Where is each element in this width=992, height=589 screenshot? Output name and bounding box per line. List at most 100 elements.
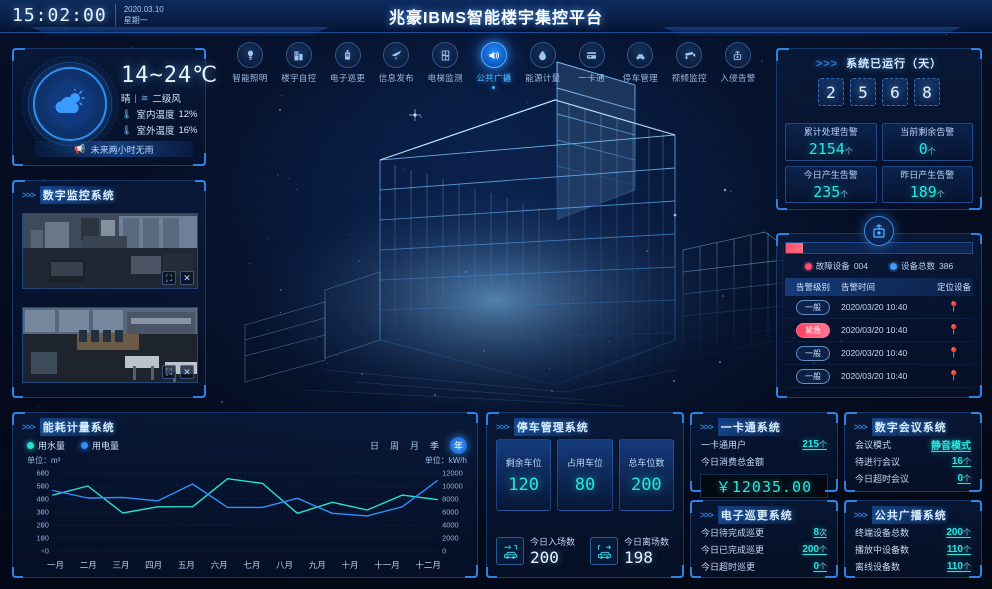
car-icon[interactable]: [627, 42, 653, 68]
system-runtime-title-text: 系统已运行（天）: [846, 58, 942, 70]
alarm-time-cell: 2020/03/20 10:40: [841, 325, 935, 335]
card-user-unit: 个: [819, 440, 827, 449]
list-item-value[interactable]: 8次: [813, 527, 827, 538]
weather-forecast-bar: 📢 未来两小时无雨: [35, 141, 193, 157]
alarm-stat-1: 当前剩余告警 0个: [882, 123, 974, 161]
camera-controls-1[interactable]: ⛶ ✕: [162, 271, 194, 285]
header-wing-right: [662, 27, 962, 37]
patrol-icon[interactable]: [335, 42, 361, 68]
nav-item-0[interactable]: 智能照明: [228, 42, 272, 96]
nav-item-label: 视频监控: [667, 72, 711, 84]
thermometer-icon: 🌡: [121, 125, 132, 136]
elevator-icon[interactable]: [432, 42, 458, 68]
alarm-stat-label: 今日产生告警: [804, 168, 858, 181]
x-tick-2: 三月: [112, 559, 129, 571]
energy-chart-panel: >>> 能耗计量系统 用水量用电量 日周月季年 单位：m³ 单位：kW/h 60…: [12, 412, 478, 578]
building-icon[interactable]: [286, 42, 312, 68]
list-item-value[interactable]: 110个: [947, 544, 971, 555]
nav-item-1[interactable]: 楼宇自控: [277, 42, 321, 96]
lighting-icon[interactable]: [237, 42, 263, 68]
card-icon[interactable]: [579, 42, 605, 68]
list-item-value[interactable]: 0个: [813, 561, 827, 572]
fault-device-value: 004: [854, 261, 868, 271]
runtime-digits: 2568: [777, 78, 981, 106]
meeting-system-title: >>> 数字会议系统: [845, 413, 981, 436]
camera-icon[interactable]: [676, 42, 702, 68]
broadcast-system-panel: >>> 公共广播系统 终端设备总数 200个 播放中设备数 110个 离线设备数 110个: [844, 500, 982, 578]
time-filter-日[interactable]: 日: [370, 439, 379, 452]
status-badge: 紧急: [796, 323, 830, 338]
energy-panel-title-text: 能耗计量系统: [40, 418, 122, 436]
close-icon[interactable]: ✕: [180, 365, 194, 379]
main-nav[interactable]: 智能照明 楼宇自控 电子巡更 信息发布 电梯监测 公共广播 能源计量 一卡通 停车管理 视频监控 入…: [228, 42, 760, 96]
alarm-stat-value: 235个: [813, 183, 848, 201]
x-tick-0: 一月: [47, 559, 64, 571]
x-tick-3: 四月: [145, 559, 162, 571]
locate-pin-icon[interactable]: 📍: [935, 325, 973, 336]
table-row[interactable]: 一般 2020/03/20 10:40 📍: [785, 342, 973, 365]
chart-time-filter[interactable]: 日周月季 年: [370, 437, 467, 454]
indoor-temp-label: 室内温度: [136, 107, 174, 121]
table-row[interactable]: 紧急 2020/03/20 10:40 📍: [785, 319, 973, 342]
camera-controls-2[interactable]: ⛶ ✕: [162, 365, 194, 379]
column-time: 告警时间: [841, 281, 935, 293]
alarm-hub-icon: [864, 216, 894, 246]
alarm-icon[interactable]: [725, 42, 751, 68]
alarm-stat-3: 昨日产生告警 189个: [882, 166, 974, 204]
nav-item-8[interactable]: 停车管理: [618, 42, 662, 96]
camera-feed-1[interactable]: 2020/04/14 16:09:44 监控点 1 ⛶ ✕: [22, 213, 198, 289]
speaker-icon[interactable]: [481, 42, 507, 68]
close-icon[interactable]: ✕: [180, 271, 194, 285]
nav-item-label: 停车管理: [618, 72, 662, 84]
nav-item-10[interactable]: 入侵告警: [716, 42, 760, 96]
energy-drop-icon[interactable]: [530, 42, 556, 68]
time-filter-季[interactable]: 季: [430, 439, 439, 452]
list-item-value[interactable]: 静音模式: [931, 437, 971, 452]
alarm-stat-label: 当前剩余告警: [900, 125, 954, 138]
list-item-label: 今日超时巡更: [701, 560, 755, 573]
table-row[interactable]: 一般 2020/03/20 10:40 📍: [785, 365, 973, 388]
list-item-value[interactable]: 110个: [947, 561, 971, 572]
list-item: 播放中设备数 110个: [845, 541, 981, 558]
broadcast-rows: 终端设备总数 200个 播放中设备数 110个 离线设备数 110个: [845, 524, 981, 575]
time-filter-月[interactable]: 月: [410, 439, 419, 452]
list-item-value[interactable]: 16个: [952, 456, 971, 467]
locate-pin-icon[interactable]: 📍: [935, 371, 973, 382]
time-filter-周[interactable]: 周: [390, 439, 399, 452]
status-badge: 一般: [796, 346, 830, 361]
list-item: 今日超时巡更 0个: [691, 558, 837, 575]
alarm-time-cell: 2020/03/20 10:40: [841, 302, 935, 312]
chevron-right-icon: >>>: [700, 510, 713, 520]
broadcast-send-icon[interactable]: [383, 42, 409, 68]
nav-item-2[interactable]: 电子巡更: [326, 42, 370, 96]
runtime-digit-3: 8: [914, 78, 940, 106]
list-item-value[interactable]: 200个: [802, 544, 827, 555]
table-row[interactable]: 一般 2020/03/20 10:40 📍: [785, 296, 973, 319]
time-filter-年[interactable]: 年: [450, 437, 467, 454]
camera-feed-2[interactable]: 2020/04/14 16:09:44 监控点 2 ⛶ ✕: [22, 307, 198, 383]
alarm-level-cell: 紧急: [785, 323, 841, 338]
broadcast-system-title: >>> 公共广播系统: [845, 501, 981, 524]
card-system-title-text: 一卡通系统: [718, 418, 788, 436]
alarm-table: 告警级别 告警时间 定位设备 一般 2020/03/20 10:40 📍 紧急 2020…: [785, 278, 973, 391]
list-item-value[interactable]: 0个: [957, 473, 971, 484]
list-item-value[interactable]: 200个: [946, 527, 971, 538]
fullscreen-icon[interactable]: ⛶: [162, 365, 176, 379]
x-tick-7: 八月: [276, 559, 293, 571]
nav-item-9[interactable]: 视频监控: [667, 42, 711, 96]
nav-item-6[interactable]: 能源计量: [521, 42, 565, 96]
nav-item-3[interactable]: 信息发布: [374, 42, 418, 96]
weather-condition-row: 晴 | ≋ 二级风: [121, 91, 181, 105]
parking-card-label: 剩余车位: [506, 456, 542, 469]
blue-dot-icon: [890, 263, 897, 270]
card-user-row: 一卡通用户 215个: [691, 436, 837, 453]
nav-item-4[interactable]: 电梯监测: [423, 42, 467, 96]
nav-item-5[interactable]: 公共广播: [472, 42, 516, 96]
locate-pin-icon[interactable]: 📍: [935, 302, 973, 313]
locate-pin-icon[interactable]: 📍: [935, 348, 973, 359]
alarm-stat-label: 昨日产生告警: [900, 168, 954, 181]
patrol-system-panel: >>> 电子巡更系统 今日待完成巡更 8次 今日已完成巡更 200个 今日超时巡更 0个: [690, 500, 838, 578]
nav-item-7[interactable]: 一卡通: [570, 42, 614, 96]
fullscreen-icon[interactable]: ⛶: [162, 271, 176, 285]
x-tick-5: 六月: [211, 559, 228, 571]
